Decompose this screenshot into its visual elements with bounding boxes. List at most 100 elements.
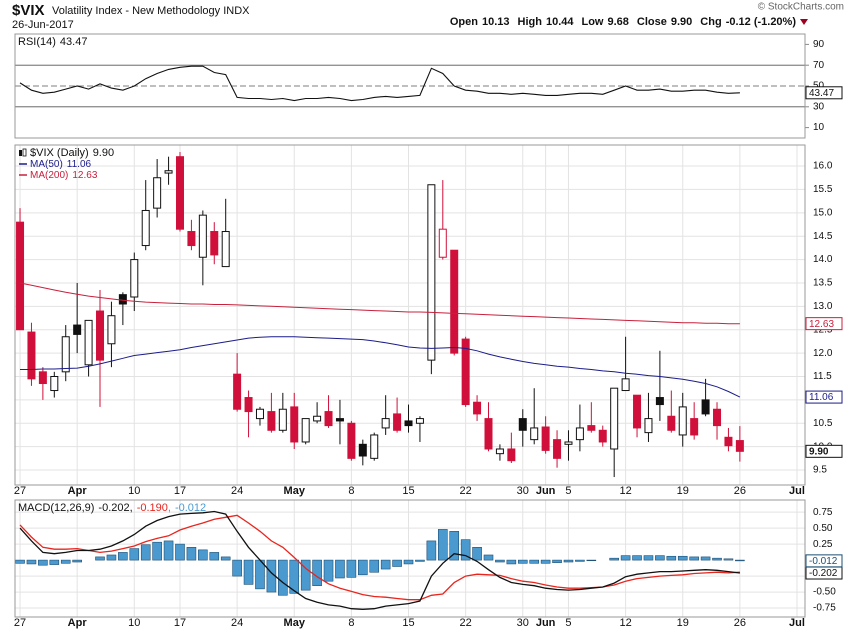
legend-icon: [22, 148, 27, 157]
legend-entry: MA(50) 11.06: [30, 159, 92, 170]
panel-frame: [14, 499, 806, 618]
x-tick-label: 27: [14, 617, 26, 629]
quote-label: Close: [637, 16, 667, 28]
histogram-bar: [312, 559, 322, 586]
x-tick-label: 15: [402, 617, 414, 629]
y-tick-label: 0.50: [813, 523, 833, 534]
histogram-bar: [403, 559, 414, 565]
candle-body: [301, 418, 310, 443]
candle-body: [575, 427, 584, 441]
histogram-bar: [426, 540, 437, 561]
candle-body: [655, 397, 664, 406]
legend-entry: $VIX (Daily) 9.90: [30, 147, 114, 159]
histogram-bar: [358, 559, 368, 576]
candle-body: [553, 439, 562, 459]
legend-value: 43.47: [60, 36, 88, 48]
legend-value: 9.90: [93, 147, 114, 159]
value-tag: -0.012: [809, 556, 838, 567]
histogram-bar: [38, 559, 48, 566]
candle-body: [404, 420, 413, 427]
y-tick-label: 14.5: [813, 231, 833, 242]
histogram-bar: [300, 559, 311, 591]
y-tick-label: 15.5: [813, 184, 833, 195]
histogram-bar: [517, 559, 528, 564]
x-tick-label: 19: [677, 617, 689, 629]
histogram-bar: [140, 544, 151, 561]
candle-body: [724, 436, 733, 447]
candle-body: [735, 440, 744, 452]
quote: Open 10.13 High 10.44 Low 9.68 Close 9.90 Chg -0.…: [450, 16, 796, 28]
candle-body: [244, 397, 253, 413]
x-tick-label: 12: [619, 485, 631, 497]
histogram-bar: [449, 531, 460, 561]
candle-body: [541, 426, 550, 451]
candle-body: [415, 418, 424, 424]
candle-body: [701, 399, 710, 415]
quote-label: Chg: [700, 16, 721, 28]
candle-body: [210, 231, 219, 256]
candle-body: [130, 259, 139, 298]
histogram-bar: [209, 552, 220, 561]
candle-body: [16, 221, 25, 331]
candle-body: [461, 338, 470, 406]
value-tag-box: [805, 554, 843, 568]
x-tick-label: 8: [348, 617, 354, 629]
candle-body: [450, 249, 459, 354]
candle-body: [164, 170, 173, 174]
histogram-bar: [586, 559, 597, 562]
security-name: Volatility Index - New Methodology INDX: [52, 5, 250, 17]
histogram-bar: [49, 559, 60, 565]
histogram-bar: [712, 557, 722, 561]
candle-body: [358, 443, 367, 457]
histogram-bar: [529, 559, 540, 564]
quote-value: -0.12 (-1.20%): [726, 16, 797, 28]
x-tick-label: 5: [565, 617, 571, 629]
x-tick-label: May: [284, 617, 306, 629]
histogram-bar: [506, 559, 517, 565]
candle-body: [267, 411, 276, 431]
candle-body: [153, 177, 162, 209]
moving-average-line: [19, 282, 740, 325]
histogram-bar: [198, 549, 208, 561]
histogram-bar: [152, 541, 162, 561]
histogram-bar: [346, 559, 357, 578]
candle-body: [713, 408, 722, 427]
histogram-bar: [323, 559, 334, 582]
histogram-bar: [15, 559, 25, 564]
histogram-bar: [472, 547, 482, 561]
candle-body: [221, 231, 230, 268]
candle-body: [507, 448, 516, 462]
histogram-bar: [655, 555, 665, 561]
value-tag: 12.63: [809, 319, 834, 330]
candle-body: [598, 429, 607, 443]
candle-body: [381, 418, 390, 429]
value-tag: 11.06: [809, 392, 834, 403]
histogram-bar: [700, 556, 711, 561]
candle-body: [335, 418, 344, 422]
candle-body: [175, 156, 184, 230]
candle-body: [530, 427, 539, 441]
x-tick-label: Jun: [536, 617, 556, 629]
histogram-bar: [106, 554, 117, 561]
candle-body: [278, 408, 287, 431]
histogram-bar: [369, 559, 380, 573]
panel-frame: [14, 33, 806, 139]
moving-average-line: [20, 336, 741, 398]
x-tick-label: 8: [348, 485, 354, 497]
quote-label: Open: [450, 16, 478, 28]
histogram-bar: [643, 555, 654, 561]
legend-name: RSI(14): [18, 36, 56, 48]
legend-value: -0.202: [98, 502, 129, 514]
legend-value: -0.012: [175, 502, 206, 514]
value-tag: -0.202: [809, 568, 838, 579]
histogram-bar: [232, 559, 242, 577]
x-tick-label: 30: [517, 485, 529, 497]
histogram-bar: [632, 555, 642, 561]
candle-body: [370, 434, 379, 459]
histogram-bar: [380, 559, 391, 570]
y-tick-label: 10: [813, 122, 825, 133]
histogram-bar: [392, 559, 402, 567]
candle-body: [564, 441, 573, 445]
y-tick-label: 70: [813, 60, 825, 71]
